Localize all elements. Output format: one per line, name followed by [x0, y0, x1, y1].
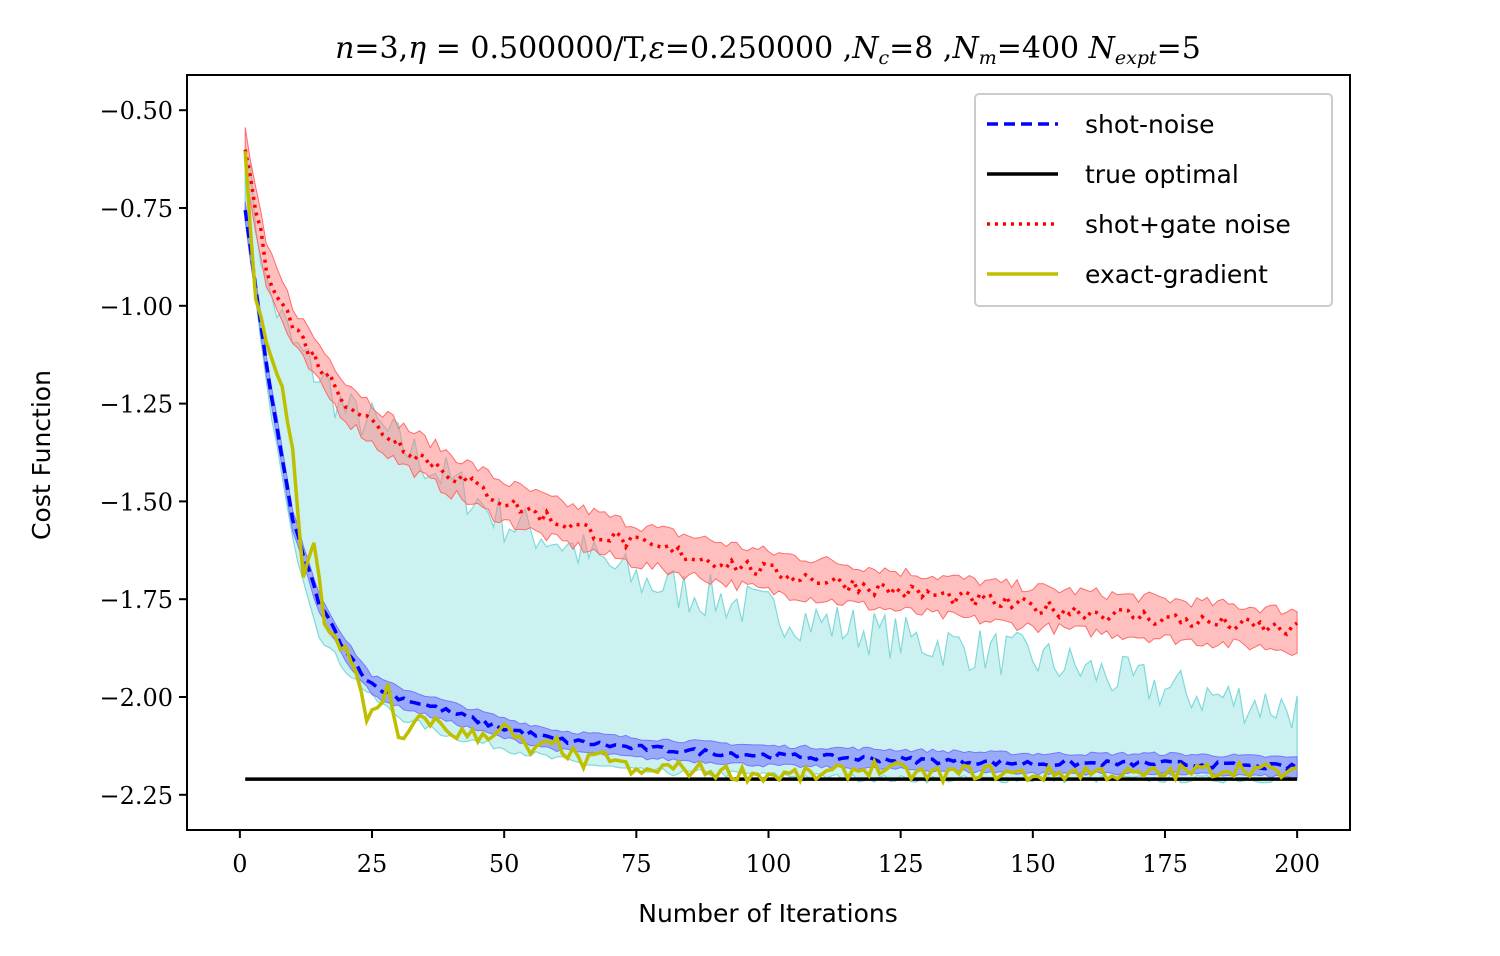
- x-tick-label: 175: [1142, 850, 1188, 878]
- y-tick-label: −1.75: [99, 586, 173, 614]
- x-tick-label: 25: [357, 850, 388, 878]
- title-ne: N: [1088, 31, 1117, 66]
- title-eta-val: = 0.500000/T,: [426, 31, 649, 66]
- x-tick-label: 75: [621, 850, 652, 878]
- x-tick-label: 50: [489, 850, 520, 878]
- x-tick-label: 100: [746, 850, 792, 878]
- shot-gate-noise-band: [244, 127, 1298, 656]
- y-tick-label: −0.50: [99, 97, 173, 125]
- y-tick-label: −2.00: [99, 684, 173, 712]
- title-nc-sub: c: [878, 47, 889, 69]
- title-n: n: [335, 31, 354, 66]
- title-ne-sub: expt: [1115, 47, 1157, 69]
- title-eps: ε: [649, 31, 665, 66]
- title-nc-val: =8 ,: [889, 31, 952, 66]
- legend-label: exact-gradient: [1085, 260, 1268, 289]
- y-tick-label: −0.75: [99, 195, 173, 223]
- y-tick-label: −1.00: [99, 293, 173, 321]
- legend-label: true optimal: [1085, 160, 1239, 189]
- axes: 0 25 50 75 100 125 150 175 200 −0.50 −0.75 −1.00 −1.…: [99, 74, 1351, 878]
- legend: shot-noise true optimal shot+gate noise exa…: [974, 93, 1333, 307]
- y-tick-label: −1.25: [99, 391, 173, 419]
- x-tick-label: 150: [1010, 850, 1056, 878]
- y-axis-label: Cost Function: [27, 370, 56, 540]
- title-eta: η: [408, 31, 426, 66]
- legend-label: shot+gate noise: [1085, 210, 1291, 239]
- legend-label: shot-noise: [1085, 110, 1214, 139]
- title-nm: N: [951, 31, 980, 66]
- x-tick-label: 0: [232, 850, 247, 878]
- title-nm-val: =400: [997, 31, 1089, 66]
- x-axis-label: Number of Iterations: [638, 899, 898, 928]
- chart-title: n=3,η = 0.500000/T,ε=0.250000 ,Nc=8 ,Nm=…: [335, 31, 1201, 69]
- legend-box: [974, 93, 1333, 307]
- title-n-val: =3,: [354, 31, 408, 66]
- y-tick-label: −2.25: [99, 782, 173, 810]
- x-tick-label: 125: [878, 850, 924, 878]
- series-shot-noise-line: [243, 209, 1299, 772]
- x-tick-label: 200: [1274, 850, 1320, 878]
- title-ne-val: =5: [1157, 31, 1201, 66]
- series-shot-gate-noise-line: [243, 149, 1299, 637]
- series-exact-gradient-line: [243, 151, 1298, 787]
- title-eps-val: =0.250000 ,: [665, 31, 852, 66]
- title-nc: N: [851, 31, 880, 66]
- plot-area: [243, 127, 1299, 787]
- y-tick-label: −1.50: [99, 488, 173, 516]
- title-nm-sub: m: [979, 47, 997, 69]
